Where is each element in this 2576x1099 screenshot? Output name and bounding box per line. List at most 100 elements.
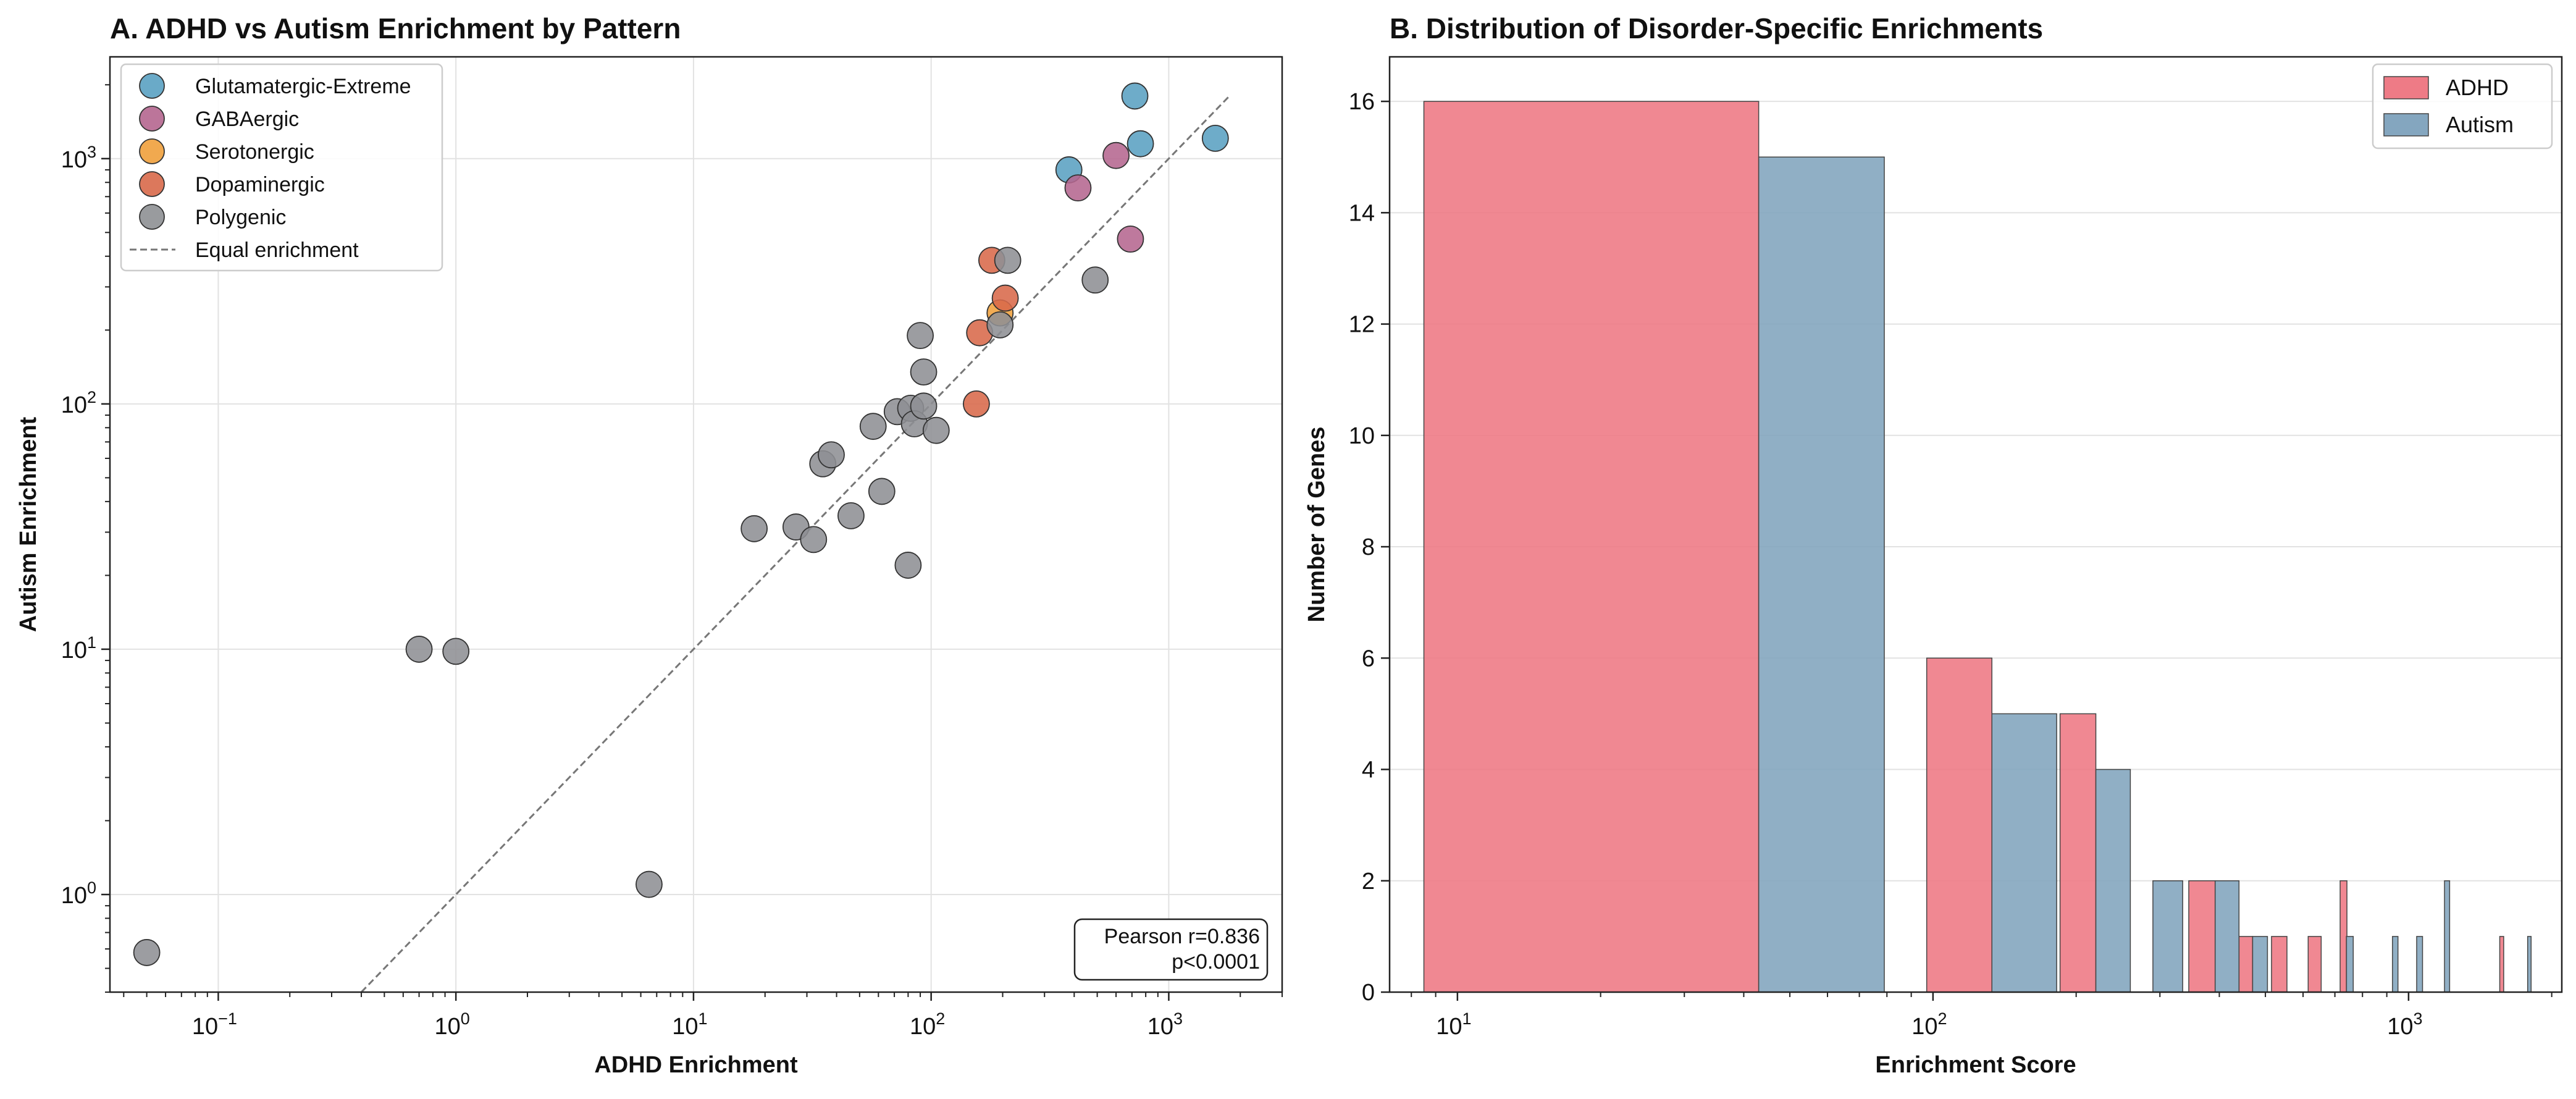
point-dopaminergic	[963, 390, 990, 418]
scatter-x-ticks: 10−1 100 101 102 103	[123, 992, 1283, 1040]
histogram-y-tick-label: 16	[1349, 89, 1375, 115]
scatter-legend-box	[120, 63, 443, 272]
point-glutamatergic-extreme	[1121, 82, 1149, 110]
point-polygenic	[133, 939, 161, 966]
bar-adhd	[1423, 101, 1760, 993]
point-polygenic	[800, 526, 828, 554]
legend-label-equal-enrichment: Equal enrichment	[195, 238, 359, 262]
point-glutamatergic-extreme	[1201, 125, 1229, 152]
bar-adhd	[2188, 880, 2216, 993]
bar-autism	[2346, 936, 2354, 993]
scatter-y-tick-label: 101	[61, 633, 96, 663]
point-polygenic	[636, 870, 663, 898]
scatter-y-ticks: 100 101 102 103	[61, 84, 110, 993]
point-polygenic	[994, 246, 1022, 274]
legend-swatch-adhd	[2383, 76, 2429, 99]
bar-adhd	[2238, 936, 2254, 993]
legend-label-serotonergic: Serotonergic	[195, 140, 314, 164]
point-polygenic	[986, 311, 1014, 339]
histogram-y-ticks: 0 2 4 6 8 10 12 14 16	[1349, 89, 1390, 1006]
point-polygenic	[910, 358, 938, 385]
legend-label-autism: Autism	[2446, 112, 2514, 137]
histogram-y-tick-label: 14	[1349, 200, 1375, 226]
legend-marker-glutamatergic-extreme	[139, 73, 165, 99]
point-dopaminergic	[991, 284, 1019, 312]
scatter-legend: Glutamatergic-Extreme GABAergic Serotone…	[120, 63, 443, 272]
legend-label-dopaminergic: Dopaminergic	[195, 173, 325, 196]
scatter-x-axis-label: ADHD Enrichment	[594, 1052, 798, 1078]
point-polygenic	[442, 638, 470, 665]
histogram-y-tick-label: 0	[1362, 980, 1375, 1006]
scatter-frame	[109, 56, 1283, 993]
equal-enrichment-line	[360, 95, 1230, 993]
scatter-panel: A. ADHD vs Autism Enrichment by Pattern …	[15, 12, 1283, 1078]
bar-autism	[2214, 880, 2240, 993]
point-gabaergic	[1064, 174, 1092, 201]
scatter-x-tick-label: 102	[910, 1009, 945, 1040]
histogram-y-axis-label: Number of Genes	[1304, 427, 1330, 623]
histogram-x-tick-label: 102	[1911, 1009, 1947, 1040]
histogram-legend: ADHD Autism	[2372, 63, 2553, 149]
bar-autism	[1991, 713, 2057, 993]
point-gabaergic	[1102, 141, 1130, 169]
bar-adhd	[2271, 936, 2288, 993]
legend-label-adhd: ADHD	[2446, 75, 2509, 100]
scatter-y-tick-label: 100	[61, 878, 96, 909]
bar-autism	[2095, 768, 2131, 993]
legend-marker-polygenic	[139, 204, 165, 230]
point-polygenic	[405, 636, 433, 663]
bar-adhd	[2307, 936, 2322, 993]
histogram-frame	[1388, 56, 2563, 993]
histogram-y-tick-label: 10	[1349, 423, 1375, 449]
histogram-y-tick-label: 12	[1349, 312, 1375, 338]
p-value-text: p<0.0001	[1172, 950, 1260, 974]
scatter-x-tick-label: 101	[672, 1009, 707, 1040]
histogram-y-tick-label: 6	[1362, 646, 1375, 672]
bar-autism	[2444, 880, 2451, 993]
bar-adhd	[2499, 936, 2504, 993]
bar-autism	[2527, 936, 2532, 993]
point-polygenic	[818, 441, 845, 469]
histogram-x-ticks: 101 102 103	[1411, 992, 2553, 1040]
scatter-y-axis-label: Autism Enrichment	[15, 416, 41, 632]
scatter-y-tick-label: 103	[61, 143, 96, 173]
point-polygenic	[907, 322, 934, 350]
histogram-x-axis-label: Enrichment Score	[1875, 1052, 2076, 1078]
point-polygenic	[894, 552, 922, 579]
legend-label-glutamatergic-extreme: Glutamatergic-Extreme	[195, 75, 411, 98]
scatter-x-tick-label: 103	[1147, 1009, 1183, 1040]
bar-autism	[2392, 936, 2399, 993]
histogram-y-tick-label: 4	[1362, 757, 1375, 783]
histogram-y-tick-label: 8	[1362, 534, 1375, 560]
point-polygenic	[868, 478, 896, 505]
histogram-title: B. Distribution of Disorder-Specific Enr…	[1390, 12, 2043, 44]
equal-enrichment-line-path	[360, 95, 1230, 993]
bar-adhd	[1926, 657, 1992, 993]
legend-marker-serotonergic	[139, 138, 165, 164]
point-gabaergic	[1117, 225, 1144, 253]
legend-label-polygenic: Polygenic	[195, 206, 286, 229]
bar-autism	[2252, 936, 2268, 993]
point-polygenic	[922, 416, 950, 444]
point-polygenic	[740, 515, 768, 542]
legend-marker-dopaminergic	[139, 171, 165, 197]
histogram-y-tick-label: 2	[1362, 869, 1375, 895]
histogram-x-tick-label: 103	[2387, 1009, 2422, 1040]
scatter-title: A. ADHD vs Autism Enrichment by Pattern	[110, 12, 681, 44]
scatter-x-tick-label: 100	[435, 1009, 470, 1040]
point-glutamatergic-extreme	[1126, 130, 1154, 158]
bar-autism	[2416, 936, 2423, 993]
histogram-x-tick-label: 101	[1436, 1009, 1471, 1040]
histogram-bars	[1423, 101, 2532, 993]
bar-autism	[1758, 156, 1885, 993]
point-polygenic	[1081, 266, 1109, 294]
scatter-points	[133, 82, 1229, 966]
correlation-annotation-box	[1073, 918, 1269, 981]
scatter-gridlines	[110, 57, 1282, 992]
scatter-x-tick-label: 10−1	[192, 1009, 237, 1040]
correlation-annotation: Pearson r=0.836 p<0.0001	[1073, 918, 1269, 981]
point-polygenic	[837, 502, 865, 529]
pearson-r-text: Pearson r=0.836	[1104, 925, 1260, 948]
point-polygenic	[910, 392, 938, 420]
